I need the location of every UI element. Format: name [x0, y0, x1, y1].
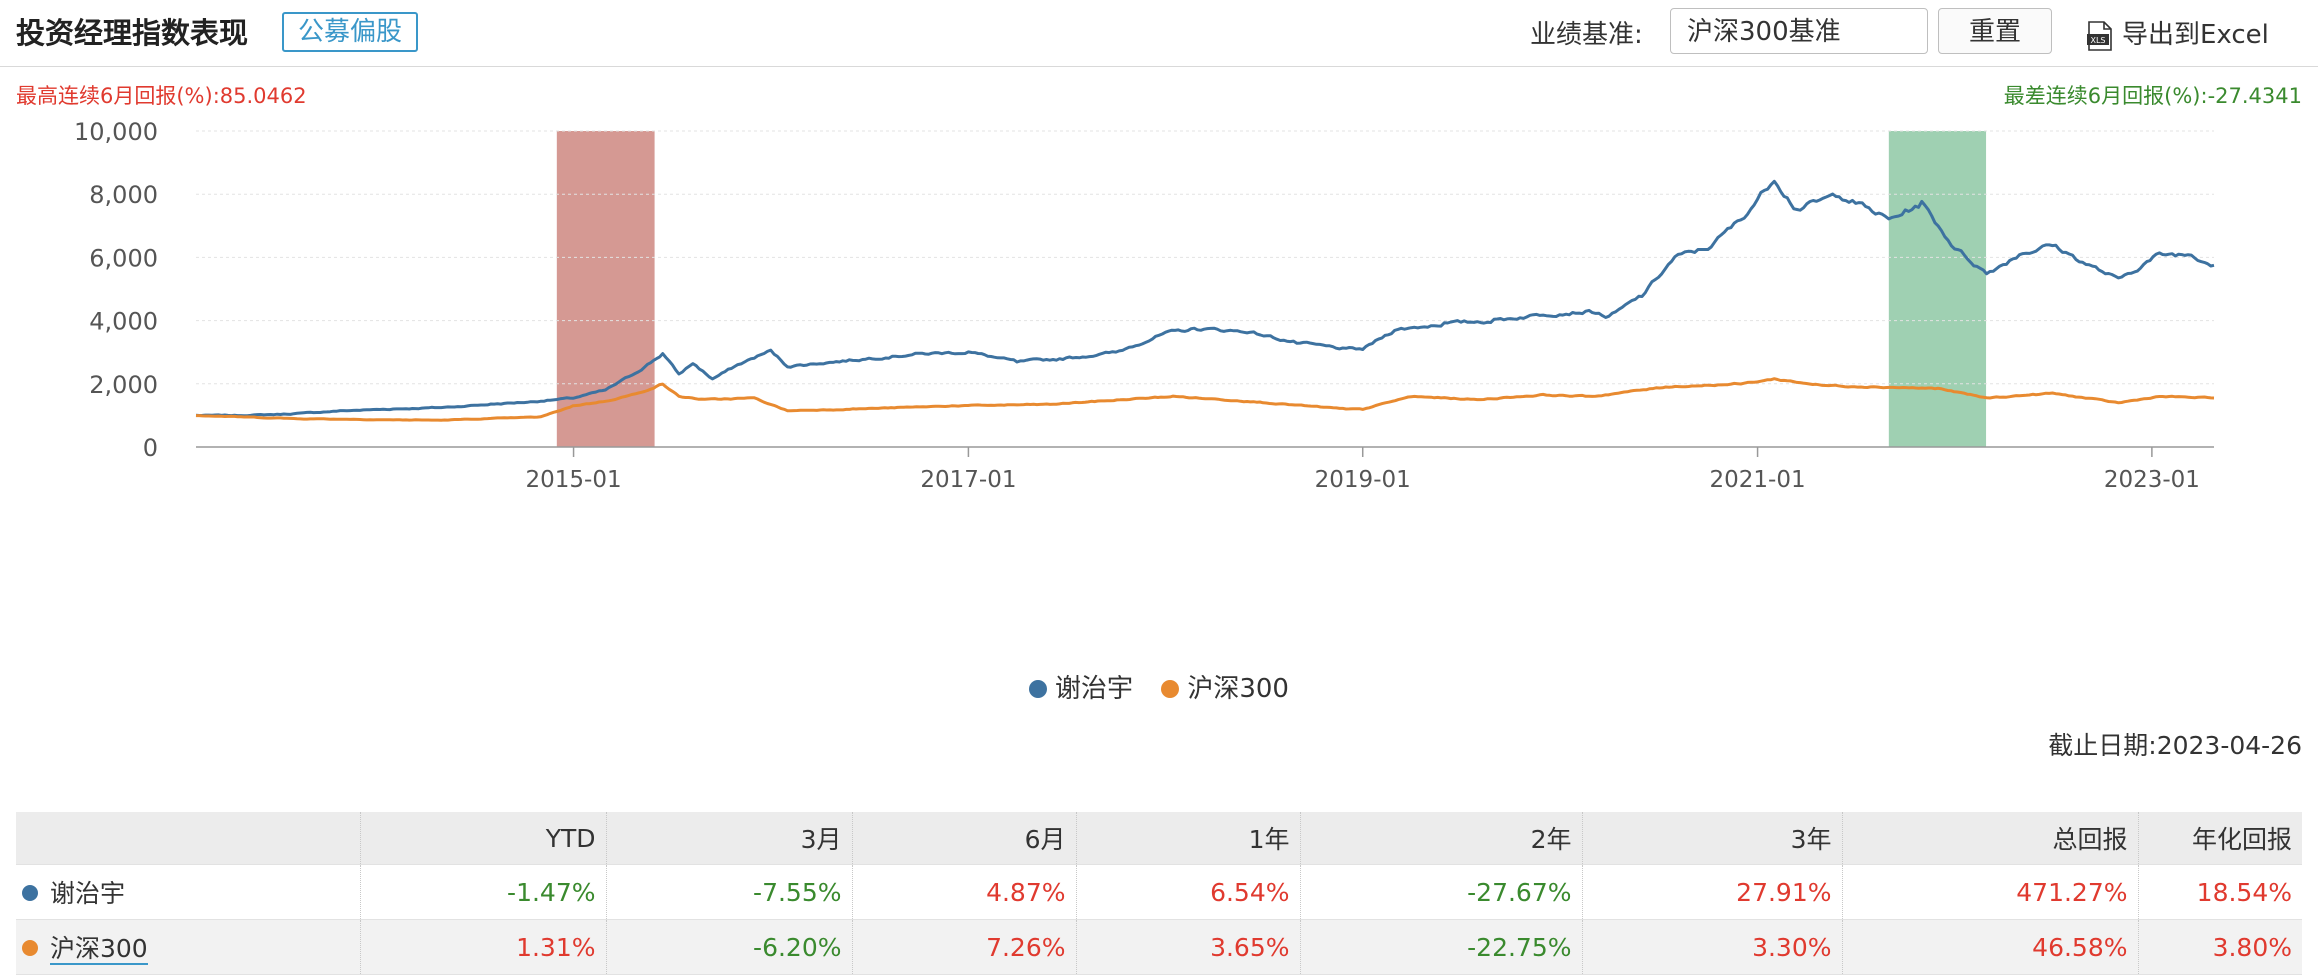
table-cell: 18.54%: [2196, 877, 2292, 907]
table-cell: -1.47%: [360, 864, 607, 920]
legend-label-manager: 谢治宇: [1055, 674, 1134, 704]
series-dot-manager: [22, 885, 38, 901]
table-cell: 7.26%: [852, 919, 1077, 975]
table-header: 6月: [852, 812, 1077, 865]
table-header: 2年: [1300, 812, 1583, 865]
table-header: 总回报: [1842, 812, 2139, 865]
best-6m-return: 最高连续6月回报(%):85.0462: [16, 84, 307, 108]
table-cell: -6.20%: [606, 919, 853, 975]
page-header: 投资经理指数表现 公募偏股 业绩基准: 沪深300基准 重置 XLS 导出到Ex…: [0, 0, 2318, 67]
table-row: 谢治宇 -1.47% -7.55% 4.87% 6.54% -27.67% 27…: [16, 864, 2302, 920]
excel-file-icon: XLS: [2086, 20, 2114, 51]
row-name-cell: 沪深300: [16, 919, 361, 975]
legend-label-index: 沪深300: [1187, 674, 1289, 704]
table-header-row: YTD 3月 6月 1年 2年 3年 总回报 年化回报: [16, 812, 2302, 865]
table-header: 3月: [606, 812, 853, 865]
highlight-band-worst: [1888, 131, 1987, 447]
table-cell: 46.58%: [1842, 919, 2139, 975]
legend-dot-manager: [1029, 680, 1048, 698]
row-name-link[interactable]: 沪深300: [50, 934, 148, 965]
table-cell: 471.27%: [1842, 864, 2139, 920]
x-tick-label: 2023-01: [2104, 467, 2200, 493]
table-cell: 3.30%: [1582, 919, 1843, 975]
table-cell: 6.54%: [1076, 864, 1301, 920]
reset-button[interactable]: 重置: [1938, 8, 2052, 54]
page-title: 投资经理指数表现: [16, 16, 249, 50]
series-line-index: [196, 377, 2215, 422]
y-tick-label: 4,000: [89, 308, 158, 336]
y-tick-label: 0: [143, 434, 158, 462]
as-of-date: 截止日期:2023-04-26: [2048, 731, 2302, 760]
svg-text:XLS: XLS: [2090, 36, 2105, 45]
benchmark-select[interactable]: 沪深300基准: [1670, 8, 1928, 54]
table-cell: -22.75%: [1300, 919, 1583, 975]
legend-dot-index: [1161, 680, 1180, 698]
x-tick-label: 2015-01: [526, 467, 622, 493]
export-label: 导出到Excel: [2122, 20, 2269, 50]
table-cell: 27.91%: [1582, 864, 1843, 920]
table-cell: 3.80%: [2138, 919, 2302, 975]
table-cell: 1.31%: [360, 919, 607, 975]
table-header: 1年: [1076, 812, 1301, 865]
x-tick-label: 2017-01: [920, 467, 1016, 493]
performance-line-chart: 0 2,000 4,000 6,000 8,000 10,000 2015-01 2017-0…: [74, 118, 2215, 493]
category-tag[interactable]: 公募偏股: [282, 12, 419, 52]
table-header: YTD: [360, 812, 607, 865]
y-tick-label: 10,000: [74, 118, 158, 146]
legend-item-index[interactable]: 沪深300: [1161, 668, 1289, 705]
y-tick-label: 2,000: [89, 371, 158, 399]
export-excel-button[interactable]: XLS 导出到Excel: [2086, 14, 2269, 51]
table-cell: -7.55%: [606, 864, 853, 920]
benchmark-label: 业绩基准:: [1530, 20, 1643, 50]
x-tick-label: 2019-01: [1315, 467, 1411, 493]
table-cell: 3.65%: [1076, 919, 1301, 975]
legend-item-manager[interactable]: 谢治宇: [1029, 668, 1133, 705]
table-row: 沪深300 1.31% -6.20% 7.26% 3.65% -22.75% 3…: [16, 919, 2302, 975]
performance-table: YTD 3月 6月 1年 2年 3年 总回报 年化回报 谢治宇 -1.47% -…: [16, 812, 2302, 975]
table-cell: 4.87%: [852, 864, 1077, 920]
series-dot-index: [22, 940, 38, 956]
series-line-manager: [195, 179, 2215, 418]
table-cell: -27.67%: [1300, 864, 1583, 920]
table-header: [16, 812, 361, 865]
x-tick-label: 2021-01: [1710, 467, 1806, 493]
worst-6m-return: 最差连续6月回报(%):-27.4341: [2003, 84, 2302, 108]
table-header: 年化回报: [2138, 812, 2302, 865]
chart-legend: 谢治宇 沪深300: [0, 668, 2318, 705]
y-tick-label: 6,000: [89, 244, 158, 272]
row-name[interactable]: 谢治宇: [50, 879, 126, 908]
y-tick-label: 8,000: [89, 181, 158, 209]
table-header: 3年: [1582, 812, 1843, 865]
row-name-cell: 谢治宇: [16, 864, 361, 920]
